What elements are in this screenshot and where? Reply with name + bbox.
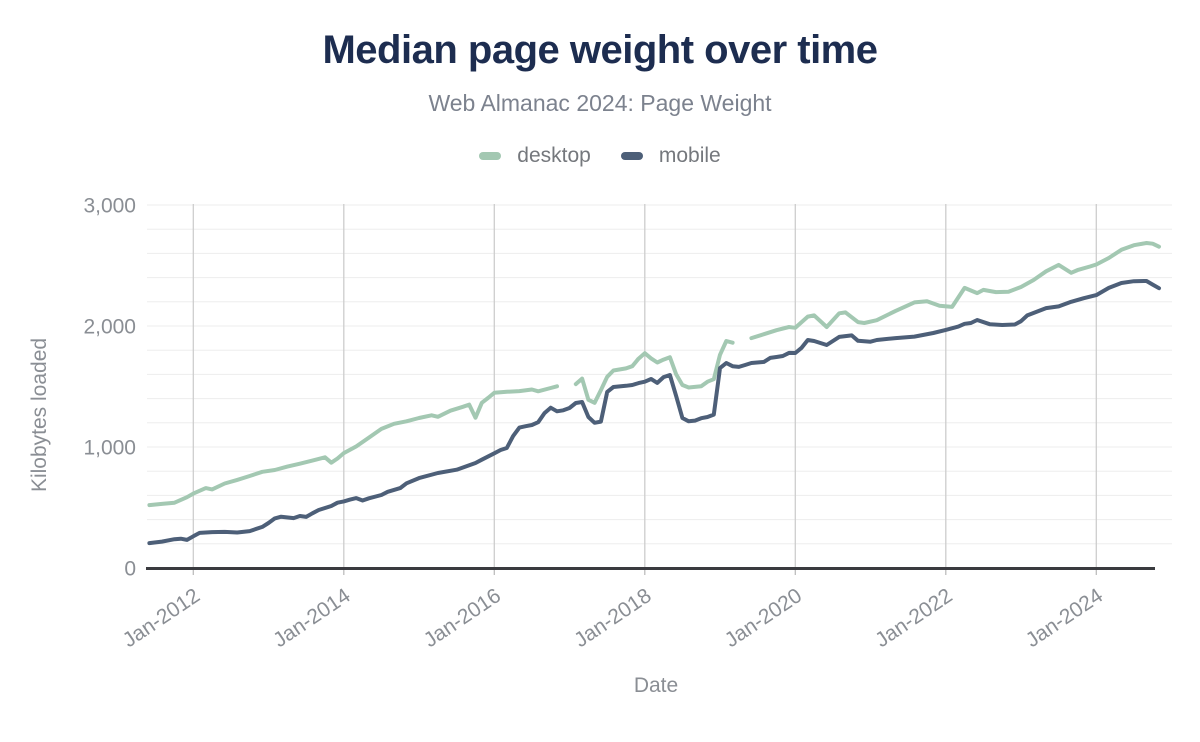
legend-item-desktop[interactable]: desktop (479, 144, 591, 168)
legend-label-mobile: mobile (658, 144, 721, 167)
x-tick-label: Jan-2012 (119, 584, 204, 652)
y-tick-label: 3,000 (83, 195, 136, 218)
series-line-mobile (147, 279, 1161, 546)
x-tick-label: Jan-2018 (570, 584, 655, 652)
chart-subtitle: Web Almanac 2024: Page Weight (428, 90, 772, 116)
x-tick-label: Jan-2016 (420, 584, 505, 652)
legend-item-mobile[interactable]: mobile (620, 144, 721, 168)
legend-label-desktop: desktop (517, 144, 591, 167)
x-tick-label: Jan-2020 (721, 584, 806, 652)
chart-legend: desktop mobile (0, 144, 1200, 168)
series-line-desktop (147, 241, 1161, 508)
y-tick-label: 1,000 (83, 437, 136, 460)
desktop-series-swatch-icon (479, 152, 502, 160)
y-tick-label: 2,000 (83, 316, 136, 339)
x-tick-label: Jan-2022 (871, 584, 956, 652)
x-axis-title: Date (634, 674, 678, 697)
y-tick-label: 0 (124, 558, 136, 581)
x-tick-label: Jan-2024 (1022, 584, 1108, 652)
page-title: Median page weight over time (322, 28, 878, 72)
x-tick-label: Jan-2014 (269, 584, 355, 652)
y-axis-title: Kilobytes loaded (28, 338, 51, 492)
mobile-series-swatch-icon (620, 152, 643, 160)
